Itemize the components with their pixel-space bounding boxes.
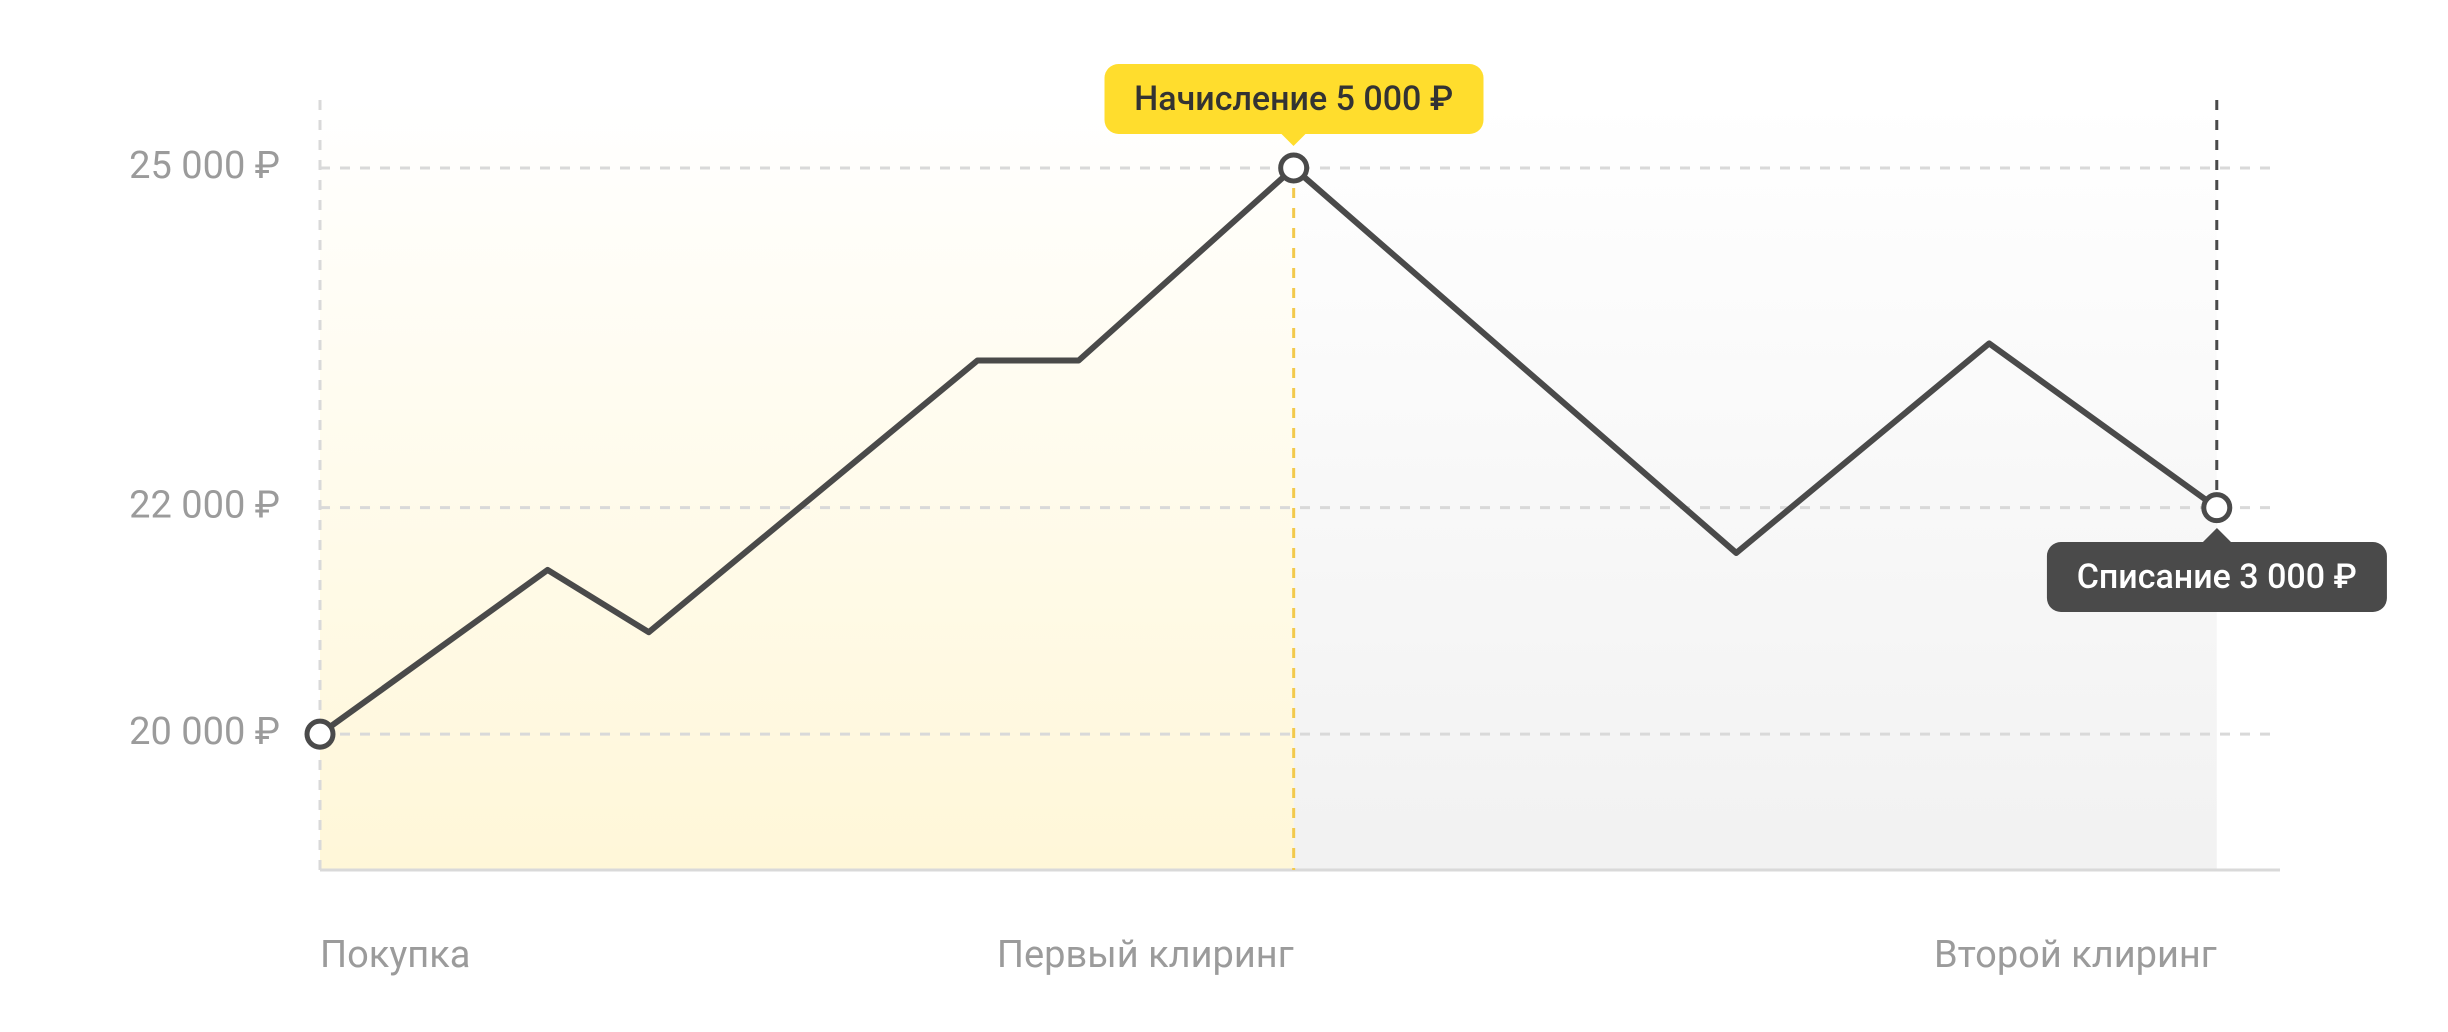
- shaded-region: [320, 100, 1294, 870]
- y-axis-label: 25 000 ₽: [129, 144, 280, 188]
- y-axis-label: 20 000 ₽: [129, 710, 280, 754]
- chart-svg: 20 000 ₽ 22 000 ₽ 25 000 ₽ Покупка Первый кл…: [0, 0, 2448, 1032]
- x-axis-label: Первый клиринг: [997, 933, 1294, 977]
- y-axis-label: 22 000 ₽: [129, 484, 280, 528]
- price-marker: [307, 721, 333, 747]
- clearing-chart: 20 000 ₽ 22 000 ₽ 25 000 ₽ Покупка Первый кл…: [0, 0, 2448, 1032]
- x-axis-label: Второй клиринг: [1934, 933, 2217, 977]
- price-marker: [2204, 495, 2230, 521]
- x-axis-label: Покупка: [320, 933, 470, 977]
- shaded-region: [1294, 100, 2217, 870]
- price-marker: [1281, 155, 1307, 181]
